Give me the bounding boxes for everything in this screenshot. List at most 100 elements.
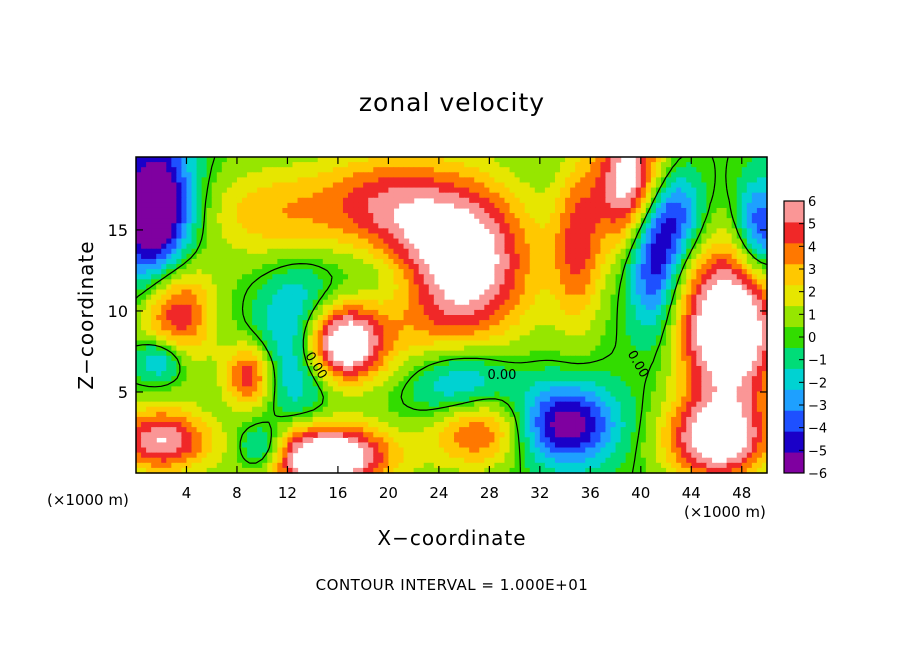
field-cell (575, 355, 581, 362)
field-cell (479, 213, 485, 219)
field-cell (706, 187, 713, 194)
field-cell (166, 207, 172, 214)
field-cell (247, 197, 253, 204)
field-cell (353, 167, 359, 173)
field-cell (393, 335, 400, 342)
field-cell (236, 330, 243, 336)
field-cell (711, 202, 718, 209)
field-cell (650, 177, 657, 184)
field-cell (671, 167, 677, 173)
field-cell (655, 320, 662, 326)
field-cell (595, 223, 602, 229)
field-cell (332, 197, 339, 204)
field-cell (509, 177, 516, 184)
field-cell (231, 330, 238, 336)
field-cell (459, 360, 465, 367)
field-cell (156, 187, 162, 194)
field-cell (216, 253, 223, 260)
field-cell (348, 172, 354, 178)
field-cell (630, 330, 637, 336)
field-cell (206, 264, 213, 270)
field-cell (494, 172, 501, 178)
field-cell (560, 371, 566, 377)
field-cell (393, 330, 400, 336)
field-cell (731, 223, 738, 229)
field-cell (585, 192, 591, 199)
field-cell (236, 197, 243, 204)
field-cell (146, 355, 152, 362)
field-cell (403, 284, 410, 291)
field-cell (337, 274, 344, 280)
field-cell (201, 264, 208, 270)
field-cell (287, 233, 294, 240)
field-cell (292, 228, 299, 235)
field-cell (383, 157, 389, 163)
field-cell (549, 299, 556, 306)
field-cell (322, 223, 329, 229)
field-cell (721, 172, 728, 178)
field-cell (671, 376, 677, 382)
field-cell (282, 320, 289, 326)
field-cell (610, 320, 617, 326)
field-cell (393, 269, 400, 275)
field-cell (625, 304, 632, 311)
field-cell (448, 299, 455, 306)
field-cell (211, 315, 218, 321)
field-cell (514, 182, 521, 189)
field-cell (655, 253, 662, 260)
field-cell (524, 269, 531, 275)
field-cell (216, 162, 223, 168)
field-cell (242, 330, 248, 336)
field-cell (448, 345, 455, 352)
field-cell (655, 279, 662, 286)
field-cell (711, 207, 718, 214)
field-cell (529, 330, 536, 336)
field-cell (716, 223, 723, 229)
field-cell (171, 264, 177, 270)
field-cell (544, 335, 551, 342)
field-cell (348, 223, 354, 229)
field-cell (620, 258, 627, 265)
field-cell (221, 177, 228, 184)
field-cell (166, 172, 172, 178)
field-cell (373, 325, 379, 331)
field-cell (211, 248, 218, 255)
field-cell (645, 279, 652, 286)
field-cell (499, 365, 506, 372)
field-cell (751, 172, 758, 178)
field-cell (211, 213, 218, 219)
field-cell (509, 207, 516, 214)
field-cell (534, 279, 541, 286)
field-cell (257, 304, 263, 311)
field-cell (726, 192, 733, 199)
field-cell (524, 223, 531, 229)
field-cell (529, 376, 536, 382)
field-cell (236, 335, 243, 342)
field-cell (676, 233, 682, 240)
field-cell (262, 197, 268, 204)
field-cell (519, 207, 526, 214)
field-cell (605, 228, 612, 235)
field-cell (353, 284, 359, 291)
field-cell (721, 238, 728, 245)
field-cell (272, 177, 278, 184)
field-cell (645, 218, 652, 224)
field-cell (322, 172, 329, 178)
field-cell (216, 360, 223, 367)
field-cell (206, 192, 213, 199)
field-cell (166, 228, 172, 235)
field-cell (277, 294, 283, 301)
field-cell (590, 223, 596, 229)
field-cell (504, 202, 511, 209)
field-cell (236, 279, 243, 286)
field-cell (363, 294, 369, 301)
field-cell (554, 274, 561, 280)
field-cell (393, 223, 400, 229)
field-cell (267, 371, 273, 377)
field-cell (413, 355, 420, 362)
field-cell (221, 192, 228, 199)
field-cell (484, 202, 490, 209)
field-cell (660, 376, 667, 382)
field-cell (287, 197, 294, 204)
field-cell (499, 157, 506, 163)
